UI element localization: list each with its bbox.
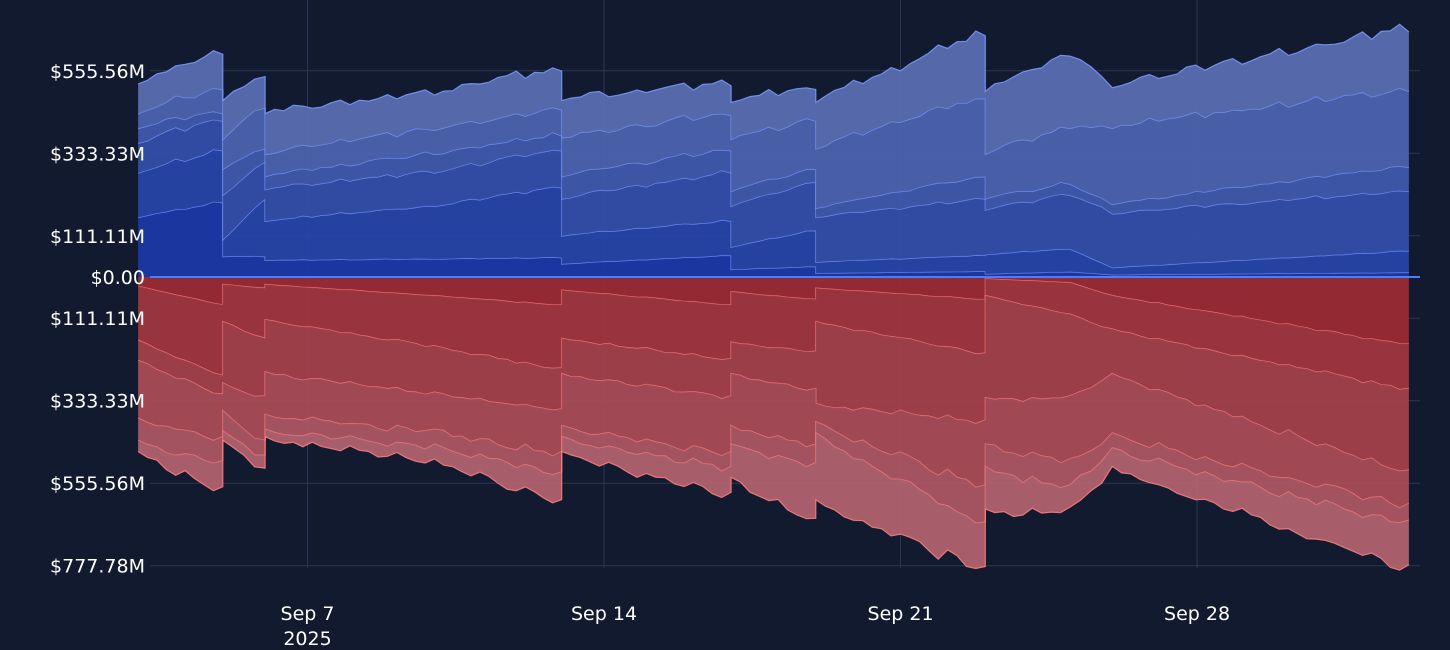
x-tick-label: Sep 21: [868, 603, 934, 625]
y-tick-label: $333.33M: [50, 143, 145, 165]
positive-band-1: [138, 201, 1409, 277]
y-axis: $555.56M $333.33M $111.11M $0.00 $111.11M $33…: [50, 61, 145, 578]
x-axis: Sep 7 2025 Sep 14 Sep 21 Sep 28: [281, 603, 1231, 650]
positive-series-line-6: [137, 23, 1410, 115]
y-tick-label: $111.11M: [50, 226, 145, 248]
y-tick-label: $555.56M: [50, 61, 145, 83]
negative-band-5: [138, 410, 1409, 524]
positive-series-group: [137, 23, 1410, 277]
positive-band-6: [138, 24, 1409, 155]
positive-band-2: [138, 149, 1409, 275]
y-tick-label: $0.00: [91, 267, 145, 289]
y-tick-label: $111.11M: [50, 308, 145, 330]
x-tick-label: Sep 28: [1164, 603, 1230, 625]
y-tick-label: $777.78M: [50, 556, 145, 578]
negative-series-group: [137, 277, 1410, 571]
positive-band-5: [138, 88, 1409, 209]
x-tick-year-label: 2025: [283, 628, 331, 650]
negative-band-2: [138, 278, 1409, 390]
y-tick-label: $555.56M: [50, 473, 145, 495]
y-tick-label: $333.33M: [50, 391, 145, 413]
negative-series-line-6: [137, 435, 1410, 571]
negative-band-3: [138, 295, 1409, 472]
negative-band-4: [138, 360, 1409, 508]
positive-band-4: [138, 111, 1409, 218]
negative-band-1: [138, 277, 1409, 344]
x-tick-label: Sep 7: [281, 603, 335, 625]
x-tick-label: Sep 14: [571, 603, 637, 625]
